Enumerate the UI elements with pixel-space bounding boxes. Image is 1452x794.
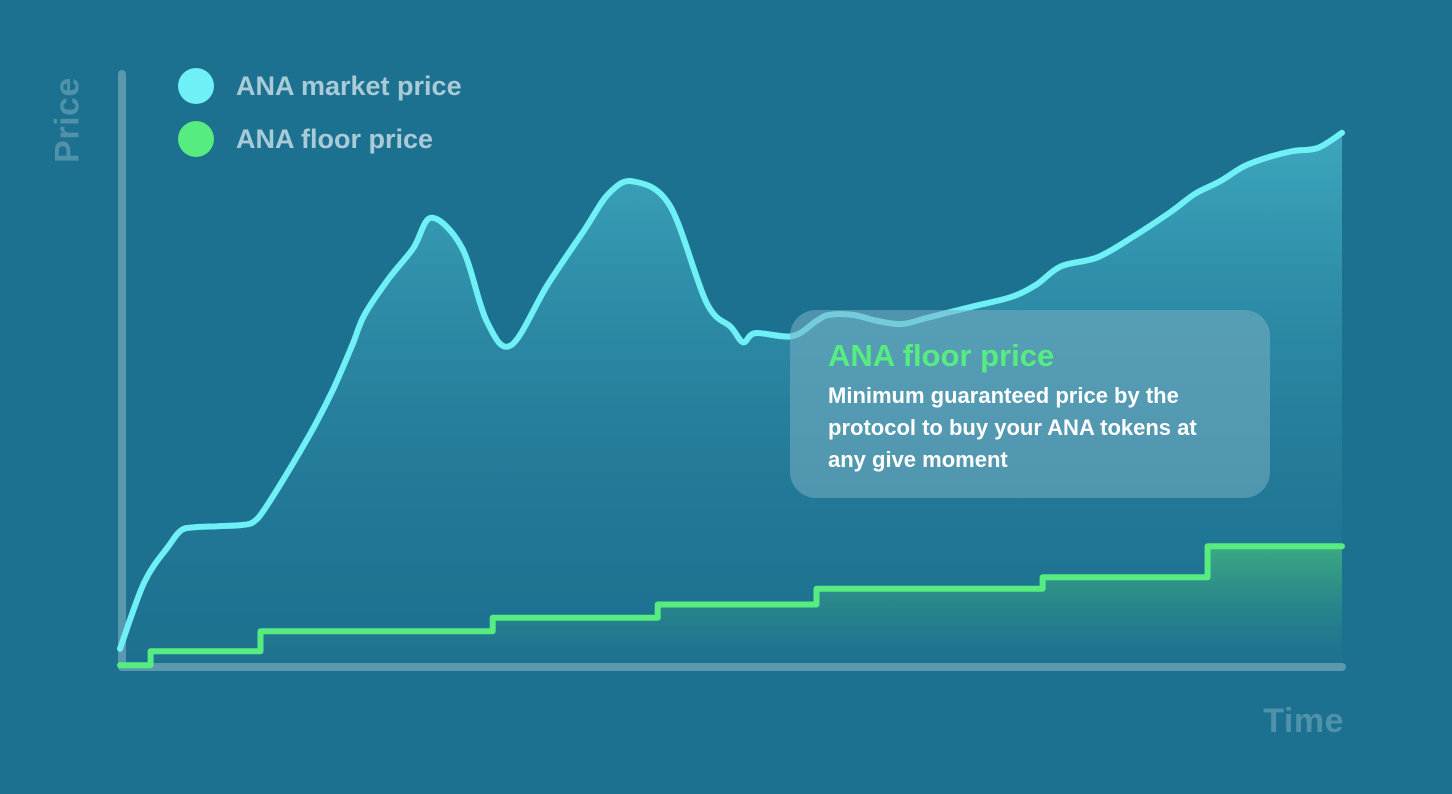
legend-label-floor-price: ANA floor price [236,123,434,154]
y-axis-title: Price [48,77,87,163]
legend-item-floor-price: ANA floor price [178,121,462,157]
chart-axes [118,70,1346,671]
callout-body: Minimum guaranteed price by the protocol… [828,383,1197,472]
legend-swatch-market-price [178,68,214,104]
legend-label-market-price: ANA market price [236,70,462,101]
legend-item-market-price: ANA market price [178,68,462,104]
floor-price-callout: ANA floor price Minimum guaranteed price… [790,310,1270,498]
legend-swatch-floor-price [178,121,214,157]
callout-title: ANA floor price [828,338,1055,373]
market-price-line [117,129,1345,652]
x-axis-title: Time [1263,702,1344,740]
floor-price-line [117,543,1345,669]
market-price-area [120,132,1342,668]
chart-legend: ANA market price ANA floor price [178,68,462,174]
series-lines [117,129,1345,669]
